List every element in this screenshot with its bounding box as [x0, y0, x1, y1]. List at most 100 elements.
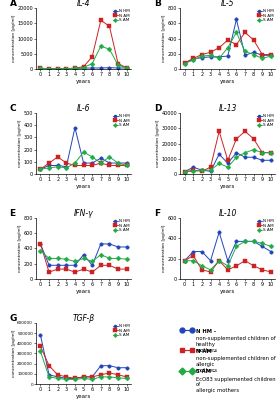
N HM — [269, 158, 272, 163]
X-axis label: years: years — [220, 288, 235, 294]
N AM — [243, 30, 247, 35]
N HM — [192, 165, 195, 170]
Text: EcO83 supplemented children of
allergic mothers: EcO83 supplemented children of allergic … — [195, 377, 275, 393]
N AM — [192, 168, 195, 173]
N HM — [226, 161, 229, 166]
S AM — [73, 161, 77, 166]
Text: non-supplemented children of allergic
mothers: non-supplemented children of allergic mo… — [195, 356, 275, 372]
S AM — [200, 54, 203, 58]
N AM — [99, 263, 103, 268]
S AM — [48, 374, 51, 379]
S AM — [39, 167, 42, 172]
S AM — [192, 169, 195, 174]
N AM — [269, 52, 272, 57]
N HM — [260, 158, 264, 163]
S AM — [91, 377, 94, 382]
N AM — [116, 163, 120, 168]
Y-axis label: concentration [pg/ml]: concentration [pg/ml] — [18, 225, 22, 272]
N AM — [260, 52, 264, 57]
N HM — [116, 244, 120, 249]
S AM — [116, 376, 120, 380]
Line: N HM: N HM — [183, 230, 273, 262]
S AM — [217, 161, 221, 166]
S AM — [183, 61, 186, 66]
N HM — [125, 66, 128, 70]
N AM — [65, 267, 68, 272]
N HM — [235, 150, 238, 155]
S AM — [217, 258, 221, 263]
S AM — [65, 257, 68, 262]
Legend: N HM, N AM, S AM: N HM, N AM, S AM — [257, 9, 274, 23]
N AM — [73, 270, 77, 274]
N AM — [183, 258, 186, 263]
Text: A: A — [9, 0, 17, 8]
N AM — [65, 374, 68, 379]
N AM — [56, 372, 59, 377]
Line: S AM: S AM — [39, 44, 128, 70]
N HM — [243, 53, 247, 58]
N HM — [125, 365, 128, 370]
Title: IFN-γ: IFN-γ — [74, 209, 93, 218]
S AM — [252, 52, 255, 57]
S AM — [269, 54, 272, 58]
N AM — [73, 66, 77, 70]
N HM — [91, 374, 94, 379]
S AM — [56, 164, 59, 169]
N AM — [243, 258, 247, 263]
N HM — [108, 363, 111, 368]
N HM — [39, 167, 42, 172]
N AM — [125, 267, 128, 272]
Line: S AM: S AM — [39, 150, 128, 171]
S AM — [252, 239, 255, 244]
Line: N HM: N HM — [183, 18, 273, 65]
S AM — [192, 58, 195, 62]
S AM — [48, 66, 51, 71]
N HM — [260, 53, 264, 58]
N HM — [82, 374, 85, 379]
N HM — [183, 169, 186, 174]
N AM — [39, 167, 42, 172]
Legend: N HM, N AM, S AM: N HM, N AM, S AM — [257, 219, 274, 233]
N HM — [99, 363, 103, 368]
N HM — [243, 155, 247, 160]
N AM — [48, 66, 51, 71]
S AM — [108, 374, 111, 379]
N HM — [125, 244, 128, 249]
S AM — [48, 166, 51, 170]
N HM — [125, 161, 128, 166]
Legend: N HM, N AM, S AM: N HM, N AM, S AM — [112, 9, 130, 23]
Line: S AM: S AM — [183, 240, 273, 272]
N AM — [91, 374, 94, 379]
N HM — [192, 249, 195, 254]
Title: IL-6: IL-6 — [77, 104, 90, 113]
N HM — [269, 53, 272, 58]
S AM — [200, 168, 203, 173]
N HM — [116, 365, 120, 370]
N AM — [200, 52, 203, 57]
N HM — [82, 66, 85, 70]
Legend: N HM, N AM, S AM: N HM, N AM, S AM — [112, 219, 130, 233]
X-axis label: years: years — [76, 394, 91, 398]
Title: IL-4: IL-4 — [77, 0, 90, 8]
N HM — [99, 156, 103, 160]
S AM — [65, 377, 68, 382]
N AM — [269, 270, 272, 274]
N AM — [252, 136, 255, 141]
Line: N AM: N AM — [183, 31, 273, 65]
N AM — [48, 363, 51, 368]
N HM — [48, 66, 51, 71]
S AM — [108, 47, 111, 52]
N AM — [56, 154, 59, 159]
N AM — [91, 163, 94, 168]
S AM — [260, 241, 264, 246]
Line: N HM: N HM — [39, 334, 128, 380]
Line: N AM: N AM — [183, 130, 273, 174]
S AM — [125, 257, 128, 262]
S AM — [235, 155, 238, 160]
N AM — [82, 64, 85, 69]
N HM — [91, 161, 94, 166]
N AM — [82, 374, 85, 379]
N HM — [48, 372, 51, 377]
Text: N HM -: N HM - — [195, 329, 215, 334]
Line: N AM: N AM — [39, 155, 128, 171]
